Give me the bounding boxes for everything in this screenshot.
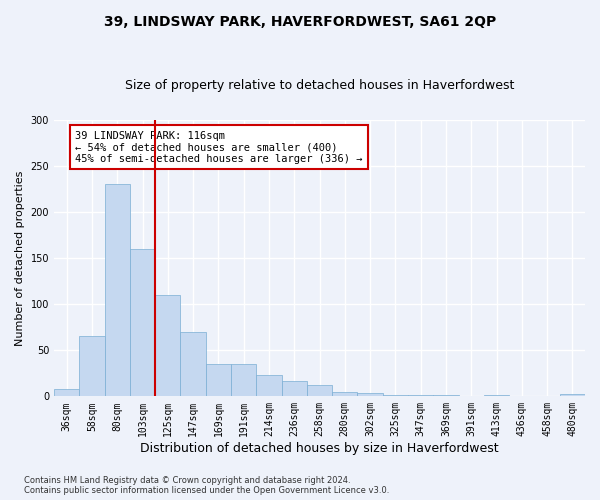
Bar [206, 364, 231, 396]
Y-axis label: Number of detached properties: Number of detached properties [15, 170, 25, 346]
Bar [155, 295, 181, 396]
Bar [281, 380, 307, 396]
Bar [358, 392, 383, 396]
Bar [256, 375, 281, 396]
Bar [231, 364, 256, 396]
X-axis label: Distribution of detached houses by size in Haverfordwest: Distribution of detached houses by size … [140, 442, 499, 455]
Text: 39 LINDSWAY PARK: 116sqm
← 54% of detached houses are smaller (400)
45% of semi-: 39 LINDSWAY PARK: 116sqm ← 54% of detach… [75, 130, 363, 164]
Bar [307, 386, 332, 396]
Bar [54, 389, 79, 396]
Bar [181, 332, 206, 396]
Bar [560, 394, 585, 396]
Text: 39, LINDSWAY PARK, HAVERFORDWEST, SA61 2QP: 39, LINDSWAY PARK, HAVERFORDWEST, SA61 2… [104, 15, 496, 29]
Title: Size of property relative to detached houses in Haverfordwest: Size of property relative to detached ho… [125, 79, 514, 92]
Bar [130, 248, 155, 396]
Bar [104, 184, 130, 396]
Text: Contains HM Land Registry data © Crown copyright and database right 2024.
Contai: Contains HM Land Registry data © Crown c… [24, 476, 389, 495]
Bar [79, 336, 104, 396]
Bar [332, 392, 358, 396]
